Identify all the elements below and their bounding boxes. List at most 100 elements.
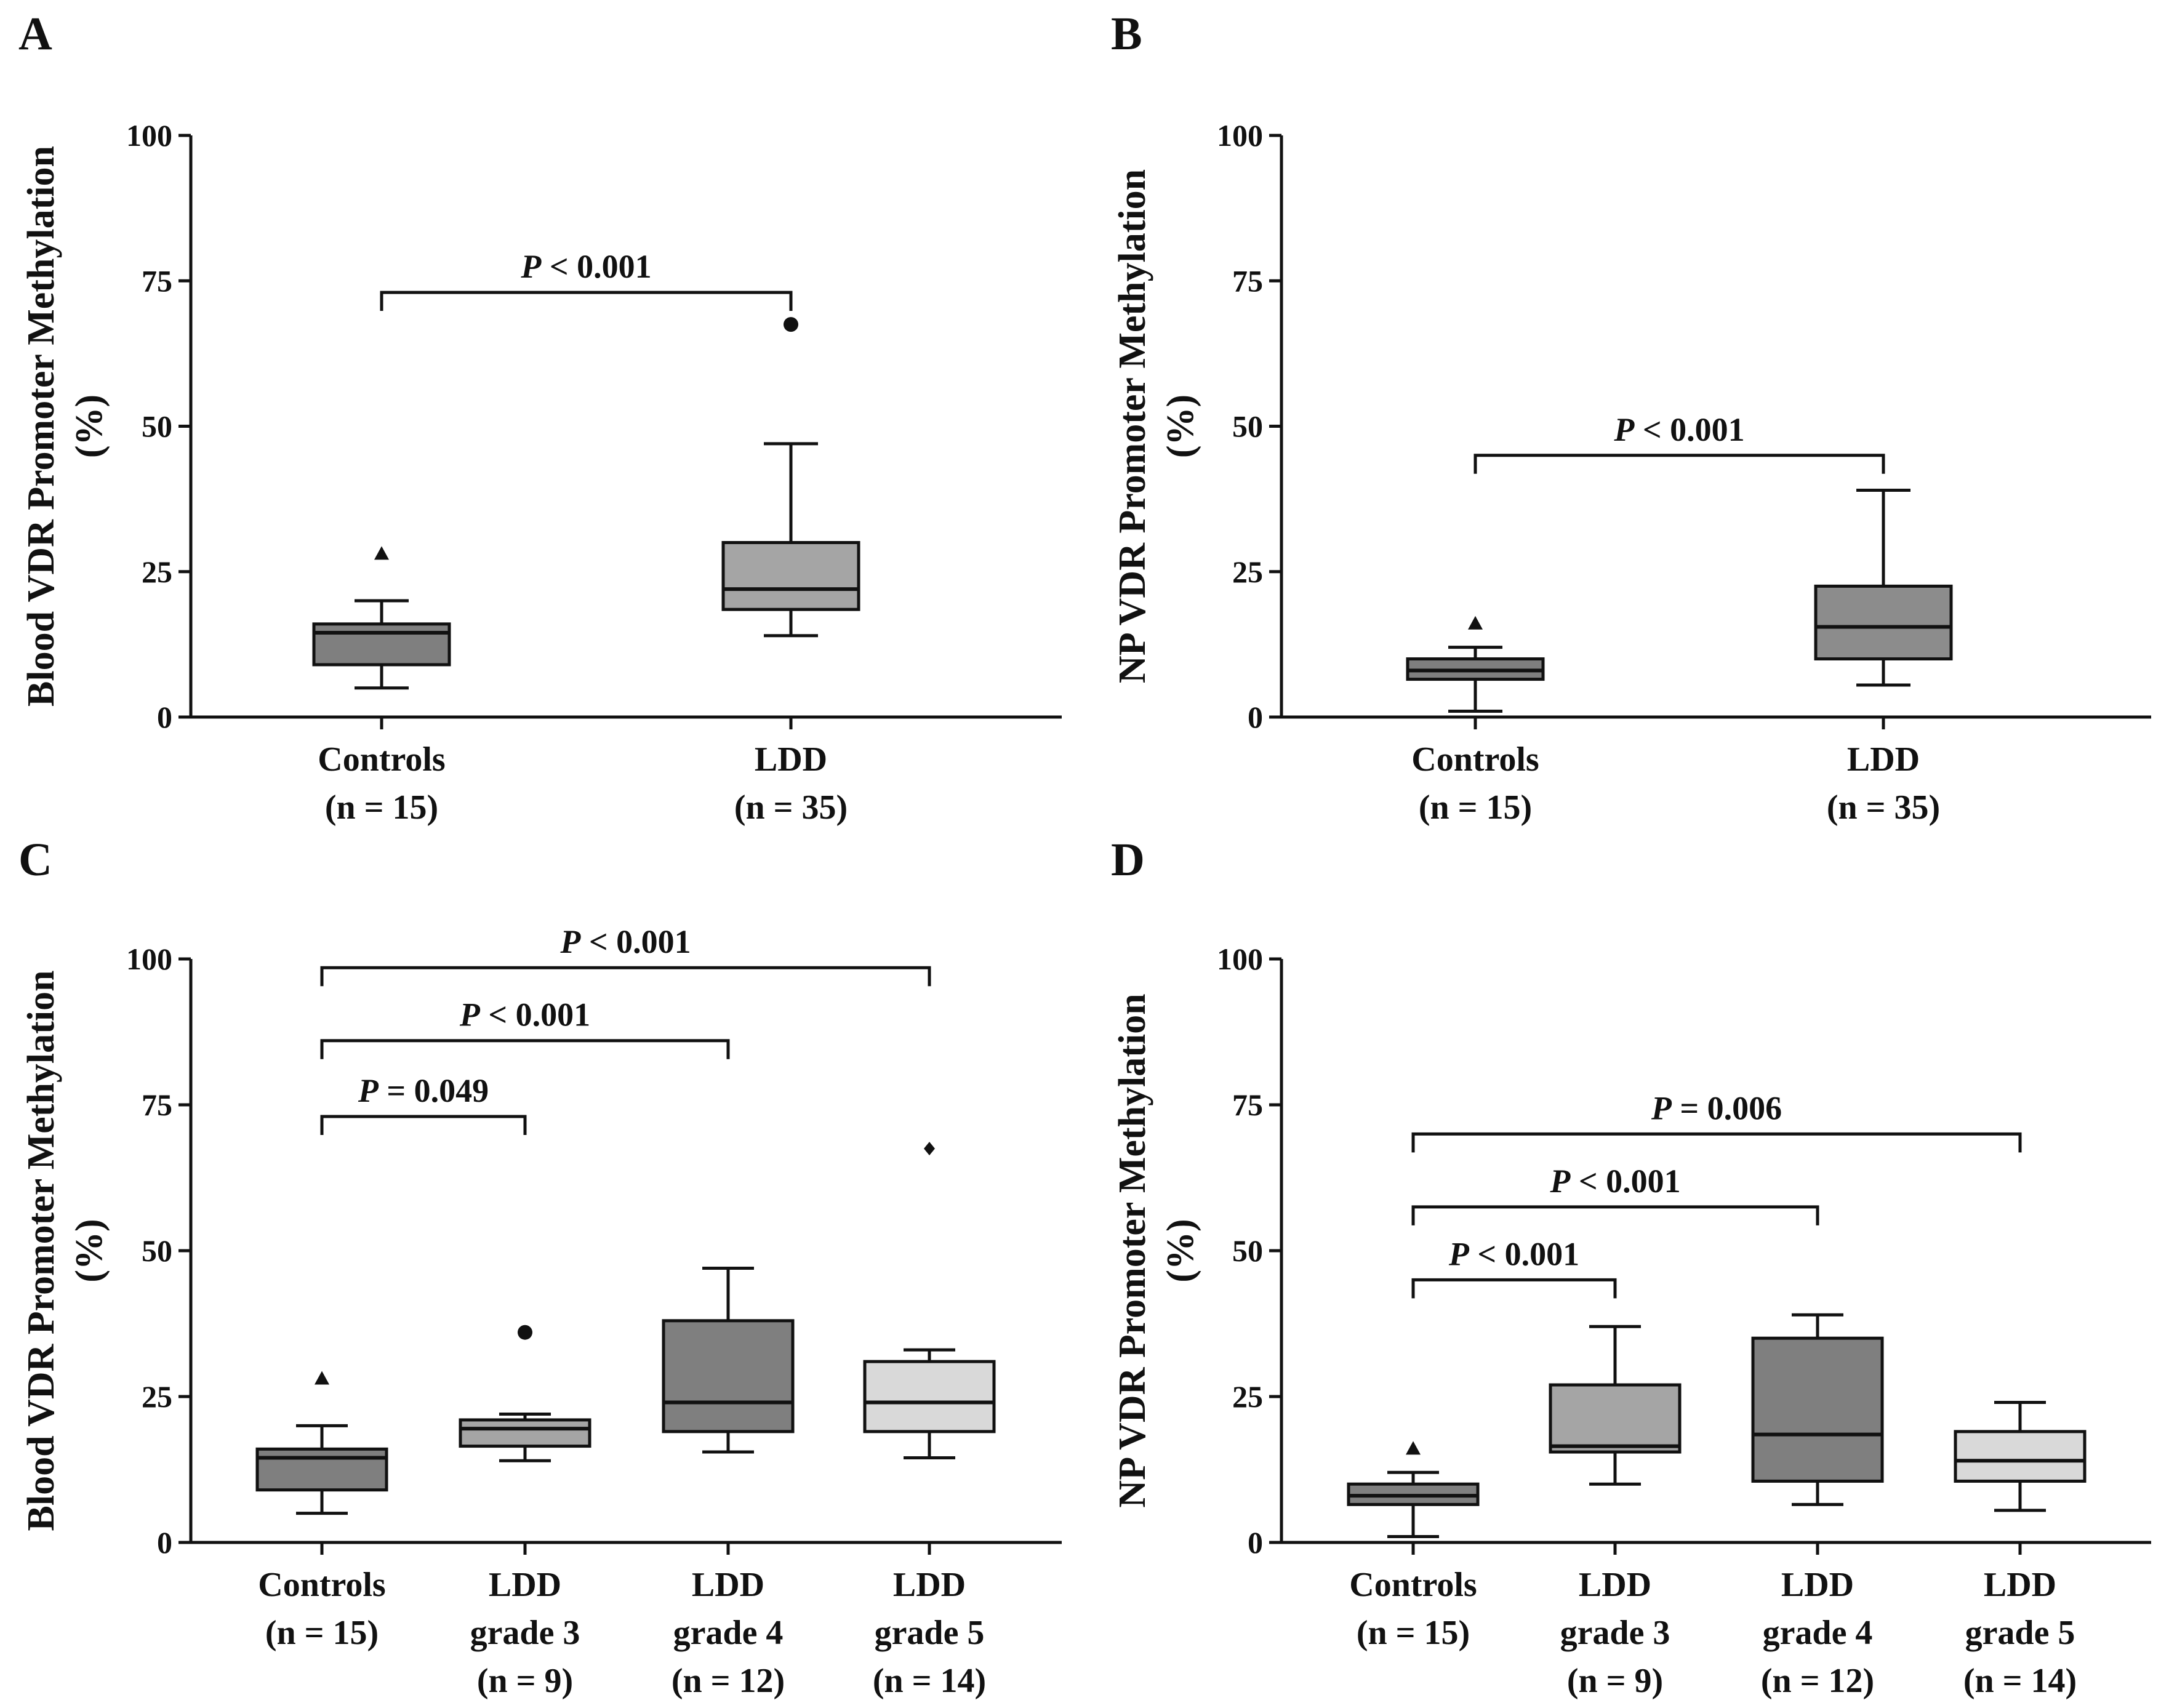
- y-axis-unit: (%): [68, 1219, 110, 1282]
- panel-letter: B: [1111, 8, 1142, 60]
- bracket-line: [1473, 454, 1885, 474]
- p-value-label: P < 0.001: [559, 923, 691, 960]
- y-tick-label: 50: [142, 1233, 172, 1268]
- category-label: grade 3: [1560, 1614, 1670, 1652]
- bracket-line: [320, 1039, 730, 1059]
- y-tick-label: 25: [142, 1379, 172, 1414]
- category-label: LDD: [692, 1566, 764, 1604]
- box-group: Controls (n = 15): [255, 1371, 388, 1652]
- category-label: LDD: [1579, 1566, 1651, 1604]
- y-tick-label: 0: [1248, 1525, 1263, 1560]
- y-tick-label: 50: [1232, 409, 1263, 444]
- outlier-circle: [518, 1325, 532, 1340]
- y-tick-label: 25: [1232, 555, 1263, 589]
- bracket-line: [320, 966, 931, 987]
- category-label: (n = 14): [1963, 1662, 2077, 1700]
- category-label: LDD: [893, 1566, 966, 1604]
- y-tick-label: 25: [142, 555, 172, 589]
- y-tick-label: 100: [126, 118, 172, 153]
- p-value-text: < 0.001: [541, 248, 651, 285]
- panel-b: B NP VDR Promoter Methylation (%) 0 25 50 75 10…: [1111, 8, 2151, 827]
- y-tick-label: 100: [126, 942, 172, 976]
- box-group: Controls (n = 15): [1347, 1441, 1480, 1652]
- y-axis-unit: (%): [68, 395, 110, 458]
- category-label: Controls: [1411, 740, 1539, 779]
- y-tick-label: 75: [142, 263, 172, 298]
- p-value-text: = 0.049: [379, 1072, 489, 1109]
- category-label: grade 4: [673, 1614, 784, 1652]
- bracket-line: [1411, 1278, 1617, 1299]
- category-label: (n = 15): [265, 1614, 379, 1652]
- category-label: LDD: [1984, 1566, 2056, 1604]
- panel-letter: C: [18, 834, 52, 886]
- category-label: (n = 12): [672, 1662, 785, 1700]
- box-group: LDD grade 4 (n = 12): [1751, 1313, 1884, 1700]
- panel-d: D NP VDR Promoter Methylation (%) 0 25 50 75 10…: [1111, 834, 2151, 1700]
- category-label: (n = 9): [1567, 1662, 1663, 1700]
- y-axis-unit: (%): [1160, 1219, 1201, 1282]
- p-value-label: P < 0.001: [520, 248, 651, 285]
- bracket-line: [320, 1115, 527, 1135]
- y-axis-title: NP VDR Promoter Methylation: [1112, 993, 1153, 1507]
- significance-bracket: P < 0.001: [320, 996, 730, 1059]
- p-value-text: < 0.001: [480, 996, 590, 1033]
- p-value-text: < 0.001: [1570, 1163, 1680, 1200]
- p-value-label: P < 0.001: [1549, 1163, 1680, 1200]
- y-tick-label: 0: [157, 700, 172, 734]
- significance-bracket: P < 0.001: [320, 923, 931, 987]
- box-group: Controls (n = 15): [312, 546, 451, 827]
- p-symbol: P: [559, 923, 581, 960]
- p-symbol: P: [1613, 411, 1635, 448]
- y-tick-label: 25: [1232, 1379, 1263, 1414]
- p-value-text: = 0.006: [1672, 1089, 1782, 1126]
- outlier-triangle: [1468, 615, 1483, 630]
- y-tick-label: 50: [142, 409, 172, 444]
- box-group: LDD grade 3 (n = 9): [1549, 1325, 1682, 1700]
- category-label: grade 5: [875, 1614, 985, 1652]
- category-label: (n = 9): [477, 1662, 573, 1700]
- p-symbol: P: [358, 1072, 379, 1109]
- box-group: LDD grade 5 (n = 14): [1954, 1400, 2087, 1700]
- y-tick-label: 100: [1217, 118, 1263, 153]
- box-group: LDD (n = 35): [721, 317, 860, 827]
- p-value-label: P = 0.049: [358, 1072, 489, 1109]
- y-tick-label: 0: [157, 1525, 172, 1560]
- y-tick-label: 100: [1217, 942, 1263, 976]
- category-label: grade 4: [1763, 1614, 1873, 1652]
- outlier-diamond: [924, 1142, 935, 1156]
- significance-bracket: P < 0.001: [1411, 1235, 1617, 1299]
- category-label: LDD: [489, 1566, 561, 1604]
- category-label: Controls: [318, 740, 445, 779]
- box-group: LDD (n = 35): [1814, 488, 1953, 827]
- p-symbol: P: [1651, 1089, 1672, 1126]
- p-value-label: P < 0.001: [1448, 1235, 1579, 1272]
- p-symbol: P: [1549, 1163, 1571, 1200]
- category-label: (n = 12): [1761, 1662, 1874, 1700]
- p-symbol: P: [459, 996, 481, 1033]
- y-tick-label: 75: [1232, 263, 1263, 298]
- category-label: (n = 15): [1357, 1614, 1470, 1652]
- bracket-line: [1411, 1205, 1819, 1225]
- bracket-line: [1411, 1132, 2022, 1153]
- box: [863, 1360, 996, 1433]
- outlier-triangle: [1406, 1441, 1421, 1455]
- category-label: (n = 14): [873, 1662, 986, 1700]
- y-tick-label: 75: [142, 1088, 172, 1122]
- outlier-triangle: [315, 1371, 329, 1385]
- y-tick-label: 0: [1248, 700, 1263, 734]
- category-label: (n = 35): [1827, 788, 1940, 827]
- category-label: (n = 35): [734, 788, 848, 827]
- box: [312, 622, 451, 667]
- p-symbol: P: [1448, 1235, 1470, 1272]
- y-axis-title: Blood VDR Promoter Methylation: [20, 971, 62, 1531]
- panel-letter: D: [1111, 834, 1145, 886]
- category-label: Controls: [258, 1566, 385, 1604]
- y-tick-label: 75: [1232, 1088, 1263, 1122]
- box: [1814, 584, 1953, 660]
- box-group: LDD grade 3 (n = 9): [459, 1325, 591, 1700]
- p-value-text: < 0.001: [1634, 411, 1744, 448]
- box: [459, 1418, 591, 1448]
- y-tick-label: 50: [1232, 1233, 1263, 1268]
- box-group: LDD grade 4 (n = 12): [662, 1266, 795, 1700]
